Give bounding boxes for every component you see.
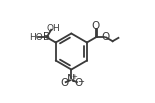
Text: O: O [101, 32, 109, 42]
Text: +: + [71, 74, 77, 80]
Text: O: O [92, 21, 100, 31]
Text: O: O [60, 78, 69, 88]
Text: O: O [74, 78, 82, 88]
Text: B: B [43, 32, 50, 42]
Text: −: − [77, 77, 84, 86]
Text: HO: HO [29, 33, 43, 42]
Text: N: N [67, 74, 75, 84]
Text: OH: OH [46, 24, 60, 33]
